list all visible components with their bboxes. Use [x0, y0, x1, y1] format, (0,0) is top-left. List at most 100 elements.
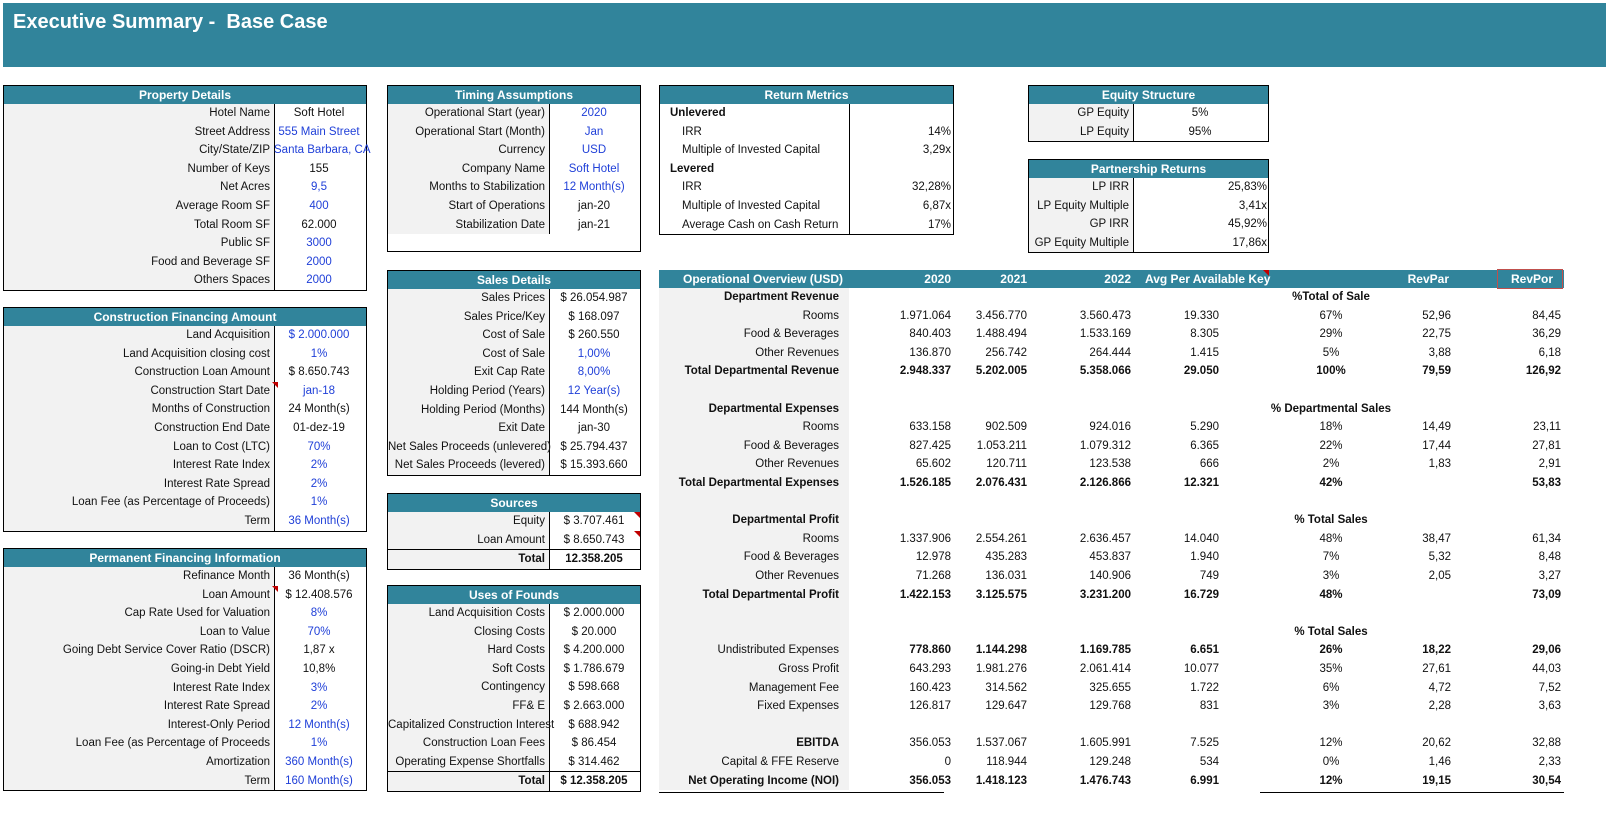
- ops-value-2022[interactable]: 453.837: [1089, 551, 1131, 564]
- ops-value-2020[interactable]: 1.526.185: [899, 477, 951, 489]
- ops-value-revpor[interactable]: 2,33: [1538, 756, 1561, 768]
- returns-value[interactable]: 3,29x: [922, 144, 951, 157]
- ops-value-revpor[interactable]: 73,09: [1532, 588, 1561, 601]
- ops-value-2021[interactable]: 314.562: [985, 681, 1027, 694]
- ops-value-percent[interactable]: % Departmental Sales: [1270, 402, 1392, 415]
- ops-value-2020[interactable]: 65.602: [915, 458, 951, 471]
- partnership-value[interactable]: 45,92%: [1227, 218, 1267, 231]
- ops-value-avg-per-key[interactable]: 6.365: [1190, 439, 1219, 452]
- ops-value-revpor[interactable]: 126,92: [1525, 365, 1561, 378]
- returns-value[interactable]: 6,87x: [922, 199, 951, 212]
- ops-value-2020[interactable]: 71.268: [915, 570, 951, 582]
- ops-value-revpor[interactable]: 6,18: [1538, 346, 1561, 359]
- ops-value-2021[interactable]: 902.509: [985, 421, 1027, 434]
- ops-value-2021[interactable]: 2.076.431: [975, 477, 1027, 489]
- sources-value[interactable]: $ 8.650.743: [563, 533, 625, 546]
- ops-value-avg-per-key[interactable]: 29.050: [1183, 365, 1219, 378]
- sales-value[interactable]: $ 15.393.660: [560, 459, 628, 472]
- ops-value-2020[interactable]: 356.053: [909, 774, 951, 787]
- ops-value-2021[interactable]: 120.711: [986, 458, 1027, 471]
- selected-cell-revpor[interactable]: [1497, 269, 1563, 289]
- uses-value[interactable]: $ 314.462: [568, 755, 620, 768]
- construction-value[interactable]: 36 Month(s): [288, 514, 350, 527]
- ops-value-percent[interactable]: 5%: [1322, 346, 1340, 359]
- ops-value-revpar[interactable]: 2,28: [1428, 700, 1451, 713]
- sales-value[interactable]: 12 Year(s): [567, 384, 621, 397]
- ops-value-2021[interactable]: 1.488.494: [975, 328, 1027, 341]
- ops-value-avg-per-key[interactable]: 16.729: [1183, 588, 1219, 601]
- ops-value-revpor[interactable]: 2,91: [1538, 458, 1561, 471]
- timing-value[interactable]: Soft Hotel: [568, 162, 620, 175]
- uses-value[interactable]: $ 2.663.000: [563, 699, 625, 712]
- ops-value-revpor[interactable]: 61,34: [1532, 532, 1561, 545]
- ops-value-percent[interactable]: 3%: [1322, 700, 1340, 713]
- sales-value[interactable]: $ 26.054.987: [560, 292, 628, 304]
- ops-value-percent[interactable]: %Total of Sale: [1292, 291, 1370, 303]
- returns-value[interactable]: 32,28%: [911, 181, 951, 194]
- uses-value[interactable]: $ 598.668: [568, 681, 620, 694]
- ops-value-2020[interactable]: 633.158: [909, 421, 951, 434]
- ops-value-revpor[interactable]: 8,48: [1538, 551, 1561, 564]
- ops-value-2021[interactable]: 2.554.261: [975, 532, 1027, 545]
- sales-value[interactable]: 144 Month(s): [560, 403, 628, 416]
- timing-value[interactable]: jan-20: [578, 199, 610, 212]
- ops-value-revpor[interactable]: 44,03: [1532, 663, 1561, 675]
- ops-value-avg-per-key[interactable]: 12.321: [1183, 477, 1219, 489]
- ops-value-2020[interactable]: 1.971.064: [899, 309, 951, 322]
- ops-value-percent[interactable]: 42%: [1319, 477, 1343, 489]
- ops-value-percent[interactable]: 18%: [1319, 421, 1343, 434]
- ops-value-2020[interactable]: 136.870: [909, 346, 951, 359]
- ops-value-2022[interactable]: 264.444: [1089, 346, 1131, 359]
- ops-value-percent[interactable]: 7%: [1322, 551, 1340, 564]
- ops-value-2021[interactable]: 1.144.298: [975, 644, 1027, 657]
- ops-value-revpar[interactable]: 1,46: [1428, 756, 1451, 768]
- property-value[interactable]: 9,5: [311, 181, 327, 194]
- construction-value[interactable]: 2%: [310, 477, 328, 490]
- ops-value-percent[interactable]: 29%: [1319, 328, 1343, 341]
- ops-value-2020[interactable]: 12.978: [915, 551, 951, 564]
- ops-value-2022[interactable]: 123.538: [1089, 458, 1131, 471]
- construction-value[interactable]: 70%: [307, 440, 331, 453]
- ops-value-percent[interactable]: 35%: [1319, 663, 1343, 675]
- ops-value-2022[interactable]: 1.533.169: [1079, 328, 1131, 341]
- sales-value[interactable]: $ 260.550: [568, 329, 620, 342]
- returns-value[interactable]: 14%: [927, 125, 951, 138]
- ops-value-2022[interactable]: 140.906: [1089, 570, 1131, 582]
- ops-value-revpar[interactable]: 4,72: [1428, 681, 1451, 694]
- ops-value-2020[interactable]: 356.053: [909, 737, 951, 750]
- construction-value[interactable]: 01-dez-19: [293, 421, 345, 434]
- sales-value[interactable]: $ 168.097: [568, 310, 620, 323]
- property-value[interactable]: 155: [309, 162, 329, 175]
- ops-value-revpar[interactable]: 1,83: [1428, 458, 1451, 471]
- ops-value-2022[interactable]: 1.476.743: [1079, 774, 1131, 787]
- construction-value[interactable]: 24 Month(s): [288, 403, 350, 416]
- ops-value-percent[interactable]: 26%: [1319, 644, 1343, 657]
- ops-value-2020[interactable]: 778.860: [909, 644, 951, 657]
- uses-value[interactable]: $ 1.786.679: [563, 662, 625, 675]
- property-value[interactable]: 2000: [306, 255, 332, 268]
- ops-value-revpar[interactable]: 52,96: [1422, 309, 1451, 322]
- ops-value-2022[interactable]: 2.061.414: [1079, 663, 1131, 675]
- ops-value-2022[interactable]: 2.126.866: [1079, 477, 1131, 489]
- ops-value-2021[interactable]: 3.125.575: [975, 588, 1027, 601]
- ops-value-revpor[interactable]: 3,27: [1538, 570, 1561, 582]
- ops-value-revpar[interactable]: 17,44: [1422, 439, 1451, 452]
- ops-value-2021[interactable]: 1.418.123: [975, 774, 1027, 787]
- ops-value-2021[interactable]: 118.944: [986, 756, 1027, 768]
- sources-value[interactable]: $ 3.707.461: [563, 515, 625, 527]
- ops-value-percent[interactable]: 6%: [1322, 681, 1340, 694]
- ops-value-percent[interactable]: % Total Sales: [1294, 514, 1368, 527]
- permanent-value[interactable]: 70%: [307, 625, 331, 638]
- ops-value-2020[interactable]: 2.948.337: [899, 365, 951, 378]
- ops-value-revpor[interactable]: 30,54: [1532, 774, 1561, 787]
- returns-value[interactable]: 17%: [927, 218, 951, 231]
- ops-value-2021[interactable]: 1.537.067: [975, 737, 1027, 750]
- ops-value-2020[interactable]: 840.403: [909, 328, 951, 341]
- ops-value-2022[interactable]: 2.636.457: [1079, 532, 1131, 545]
- ops-value-avg-per-key[interactable]: 831: [1199, 700, 1219, 713]
- ops-value-avg-per-key[interactable]: 1.940: [1190, 551, 1219, 564]
- uses-value[interactable]: $ 20.000: [571, 625, 617, 638]
- timing-value[interactable]: Jan: [584, 125, 604, 138]
- ops-value-2020[interactable]: 160.423: [909, 681, 951, 694]
- ops-value-revpor[interactable]: 3,63: [1538, 700, 1561, 713]
